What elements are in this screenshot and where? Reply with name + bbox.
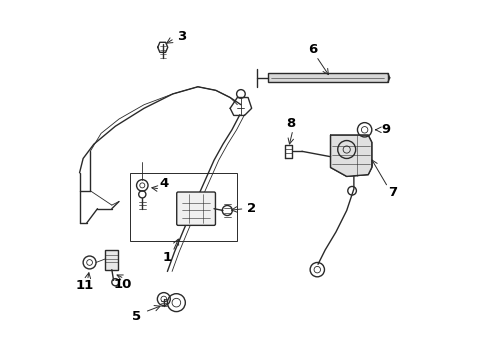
Text: 2: 2 [246, 202, 256, 215]
Text: 3: 3 [177, 30, 186, 43]
Text: 7: 7 [387, 186, 396, 199]
Polygon shape [330, 135, 371, 176]
Text: 9: 9 [381, 123, 390, 136]
Text: 8: 8 [286, 117, 295, 130]
Bar [267, 73, 387, 82]
Text: 11: 11 [76, 279, 94, 292]
Bar [129, 173, 237, 241]
Bar [105, 250, 118, 270]
Text: 5: 5 [132, 310, 141, 323]
Text: 10: 10 [113, 278, 131, 291]
Text: 4: 4 [159, 177, 168, 190]
Text: 1: 1 [163, 251, 172, 264]
FancyBboxPatch shape [176, 192, 215, 225]
Text: 6: 6 [307, 42, 317, 55]
